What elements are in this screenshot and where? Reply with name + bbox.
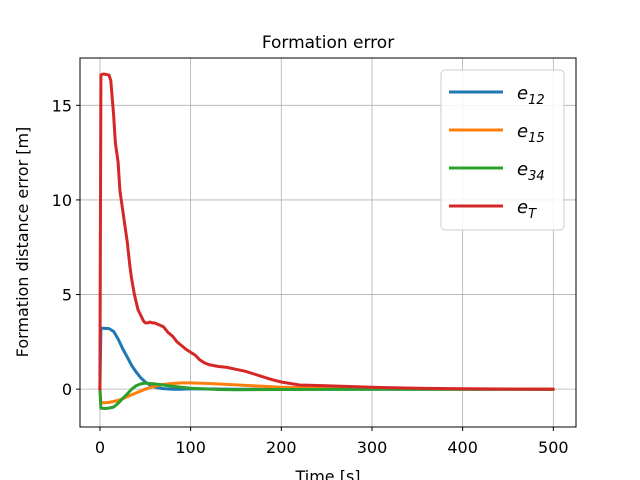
x-axis-label: Time [s] xyxy=(294,467,360,480)
legend-label-base: e xyxy=(517,121,528,142)
legend-label-subscript: 15 xyxy=(528,131,545,146)
x-tick-label: 300 xyxy=(357,438,388,457)
series-line-e15 xyxy=(98,381,555,405)
y-tick-label: 0 xyxy=(62,380,72,399)
y-axis-label: Formation distance error [m] xyxy=(13,127,32,358)
x-tick-label: 200 xyxy=(266,438,297,457)
legend-label-subscript: 12 xyxy=(528,93,545,108)
x-tick-label: 500 xyxy=(538,438,569,457)
legend-label-subscript: T xyxy=(528,207,537,222)
legend-label-base: e xyxy=(517,159,528,180)
series-line-eT xyxy=(98,72,555,391)
legend-label-e15: e15 xyxy=(517,121,545,146)
series-layer xyxy=(98,72,555,410)
y-tick-label: 15 xyxy=(52,96,72,115)
plot-frame xyxy=(79,57,577,428)
y-tick-label: 5 xyxy=(62,286,72,305)
legend-label-e34: e34 xyxy=(517,159,545,184)
series-line-e34 xyxy=(98,381,555,410)
y-tick-label: 10 xyxy=(52,191,72,210)
x-tick-label: 100 xyxy=(175,438,206,457)
legend-label-eT: eT xyxy=(517,197,537,222)
legend-label-e12: e12 xyxy=(517,83,545,108)
legend-label-subscript: 34 xyxy=(528,169,545,184)
legend-label-base: e xyxy=(517,197,528,218)
legend-box xyxy=(440,69,565,231)
axis-ticks: 0 100 200 300 400 500 0 5 10 15 xyxy=(52,96,569,457)
x-tick-label: 0 xyxy=(95,438,105,457)
x-tick-label: 400 xyxy=(447,438,478,457)
chart-title: Formation error xyxy=(262,33,394,53)
legend-label-base: e xyxy=(517,83,528,104)
